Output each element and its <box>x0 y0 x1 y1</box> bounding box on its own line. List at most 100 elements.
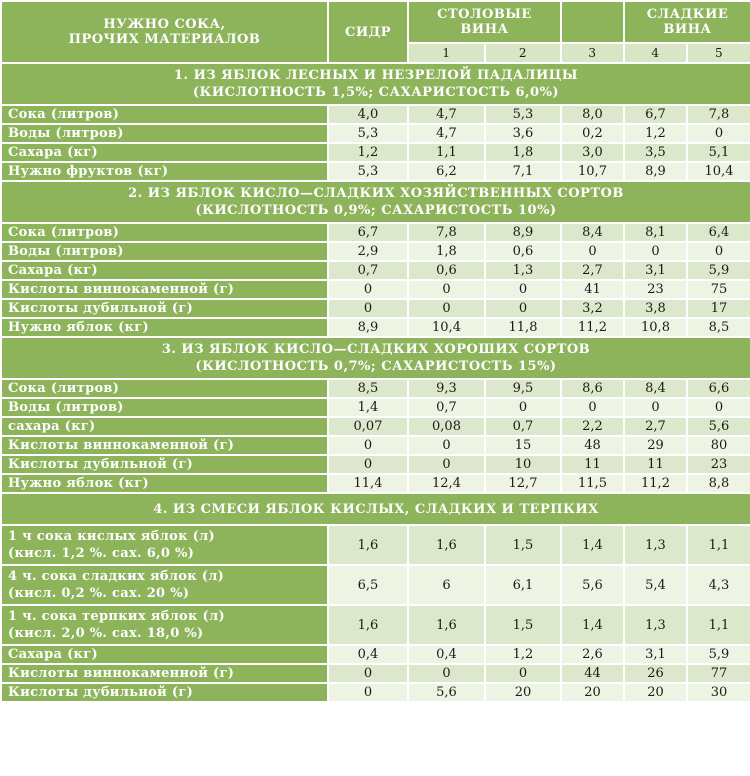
header-table-wines: СТОЛОВЫЕ ВИНА <box>407 0 562 44</box>
cell-value: 1,5 <box>484 604 562 646</box>
table-row: Сока (литров) 4,0 4,7 5,3 8,0 6,7 7,8 <box>0 104 750 125</box>
row-label: Сока (литров) <box>0 222 329 243</box>
col-number-4: 4 <box>623 42 688 64</box>
cell-value: 0 <box>484 298 562 319</box>
cell-value: 10 <box>484 454 562 475</box>
section-title: 1. ИЗ ЯБЛОК ЛЕСНЫХ И НЕЗРЕЛОЙ ПАДАЛИЦЫ (К… <box>0 62 750 106</box>
cell-value: 1,4 <box>560 524 625 566</box>
row-label-line1: Сахара (кг) <box>8 647 98 662</box>
cell-value: 0,6 <box>407 260 486 281</box>
cell-value: 7,1 <box>484 161 562 182</box>
cell-value: 0 <box>407 298 486 319</box>
row-label: Нужно яблок (кг) <box>0 317 329 338</box>
cell-value: 7,8 <box>407 222 486 243</box>
cell-value: 17 <box>685 298 750 319</box>
row-label: Кислоты дубильной (г) <box>0 682 329 703</box>
section-title-line2: (КИСЛОТНОСТЬ 1,5%; САХАРИСТОСТЬ 6,0%) <box>192 85 560 100</box>
row-label: 1 ч. сока терпких яблок (л) (кисл. 2,0 %.… <box>0 604 329 646</box>
row-label-line1: 4 ч. сока сладких яблок (л) <box>8 569 225 584</box>
header-sweet-wines: СЛАДКИЕ ВИНА <box>622 0 750 44</box>
cell-value: 0,7 <box>484 416 562 437</box>
cell-value: 1,2 <box>327 142 409 163</box>
cell-value: 0 <box>407 279 486 300</box>
section-title: 3. ИЗ ЯБЛОК КИСЛО—СЛАДКИХ ХОРОШИХ СОРТОВ… <box>0 336 750 380</box>
col-number-3: 3 <box>560 42 625 64</box>
col-number-1: 1 <box>407 42 486 64</box>
row-label-line2: (кисл. 0,2 %. сах. 20 %) <box>8 586 190 601</box>
section-header: 1. ИЗ ЯБЛОК ЛЕСНЫХ И НЕЗРЕЛОЙ ПАДАЛИЦЫ (К… <box>0 62 750 106</box>
cell-value: 6,7 <box>327 222 409 243</box>
cell-value: 44 <box>560 663 625 684</box>
cell-value: 0 <box>560 241 625 262</box>
row-label: сахара (кг) <box>0 416 329 437</box>
cell-value: 4,3 <box>685 564 750 606</box>
section-header: 4. ИЗ СМЕСИ ЯБЛОК КИСЛЫХ, СЛАДКИХ И ТЕРП… <box>0 492 750 526</box>
cell-value: 1,6 <box>407 524 486 566</box>
cell-value: 1,8 <box>484 142 562 163</box>
cell-value: 0,7 <box>407 397 486 418</box>
cell-value: 12,4 <box>407 473 486 494</box>
cell-value: 6,6 <box>685 378 750 399</box>
cell-value: 8,9 <box>623 161 688 182</box>
cell-value: 1,1 <box>685 524 750 566</box>
table-row: Кислоты дубильной (г) 0 5,6 20 20 20 30 <box>0 682 750 703</box>
cell-value: 8,1 <box>623 222 688 243</box>
cell-value: 0 <box>327 279 409 300</box>
cell-value: 8,8 <box>685 473 750 494</box>
cell-value: 77 <box>685 663 750 684</box>
cell-value: 20 <box>560 682 625 703</box>
cell-value: 11 <box>560 454 625 475</box>
row-label: Нужно яблок (кг) <box>0 473 329 494</box>
cell-value: 2,6 <box>560 644 625 665</box>
cell-value: 1,6 <box>327 604 409 646</box>
cell-value: 2,7 <box>560 260 625 281</box>
row-label: Сахара (кг) <box>0 260 329 281</box>
cell-value: 1,1 <box>685 604 750 646</box>
cell-value: 6,4 <box>685 222 750 243</box>
row-label: Сока (литров) <box>0 378 329 399</box>
cell-value: 0 <box>685 123 750 144</box>
cell-value: 6 <box>407 564 486 606</box>
cell-value: 0,4 <box>327 644 409 665</box>
cell-value: 0 <box>407 454 486 475</box>
cell-value: 0 <box>484 279 562 300</box>
row-label: 1 ч сока кислых яблок (л) (кисл. 1,2 %. с… <box>0 524 329 566</box>
cell-value: 0,4 <box>407 644 486 665</box>
table-row: Нужно фруктов (кг) 5,3 6,2 7,1 10,7 8,9 10,4 <box>0 161 750 182</box>
cell-value: 5,4 <box>623 564 688 606</box>
cell-value: 26 <box>623 663 688 684</box>
cell-value: 11 <box>623 454 688 475</box>
section-header: 3. ИЗ ЯБЛОК КИСЛО—СЛАДКИХ ХОРОШИХ СОРТОВ… <box>0 336 750 380</box>
cell-value: 11,2 <box>623 473 688 494</box>
cell-value: 1,6 <box>327 524 409 566</box>
table-row: Сахара (кг) 1,2 1,1 1,8 3,0 3,5 5,1 <box>0 142 750 163</box>
cell-value: 3,5 <box>623 142 688 163</box>
cell-value: 0 <box>685 241 750 262</box>
cell-value: 5,9 <box>685 644 750 665</box>
header-materials: НУЖНО СОКА, ПРОЧИХ МАТЕРИАЛОВ <box>0 0 329 64</box>
cell-value: 8,4 <box>560 222 625 243</box>
row-label: Кислоты дубильной (г) <box>0 298 329 319</box>
table-row: Кислоты дубильной (г) 0 0 10 11 11 23 <box>0 454 750 475</box>
cell-value: 0 <box>560 397 625 418</box>
table-row: Кислоты виннокаменной (г) 0 0 0 41 23 75 <box>0 279 750 300</box>
cell-value: 0 <box>327 435 409 456</box>
cell-value: 1,4 <box>560 604 625 646</box>
cell-value: 2,2 <box>560 416 625 437</box>
header-table-wines-line2: ВИНА <box>460 22 509 37</box>
section-title-line2: (КИСЛОТНОСТЬ 0,7%; САХАРИСТОСТЬ 15%) <box>195 359 557 374</box>
cell-value: 9,5 <box>484 378 562 399</box>
cell-value: 6,5 <box>327 564 409 606</box>
table-row: сахара (кг) 0,07 0,08 0,7 2,2 2,7 5,6 <box>0 416 750 437</box>
table-row: Нужно яблок (кг) 8,9 10,4 11,8 11,2 10,8 8,5 <box>0 317 750 338</box>
cell-value: 6,1 <box>484 564 562 606</box>
cell-value: 10,7 <box>560 161 625 182</box>
header-sweet-wines-line2: ВИНА <box>663 22 712 37</box>
cell-value: 6,2 <box>407 161 486 182</box>
row-label-line1: Воды (литров) <box>8 400 124 415</box>
cell-value: 6,7 <box>623 104 688 125</box>
table-row: 4 ч. сока сладких яблок (л) (кисл. 0,2 %.… <box>0 564 750 606</box>
row-label-line1: Воды (литров) <box>8 126 124 141</box>
cell-value: 11,8 <box>484 317 562 338</box>
cell-value: 2,9 <box>327 241 409 262</box>
